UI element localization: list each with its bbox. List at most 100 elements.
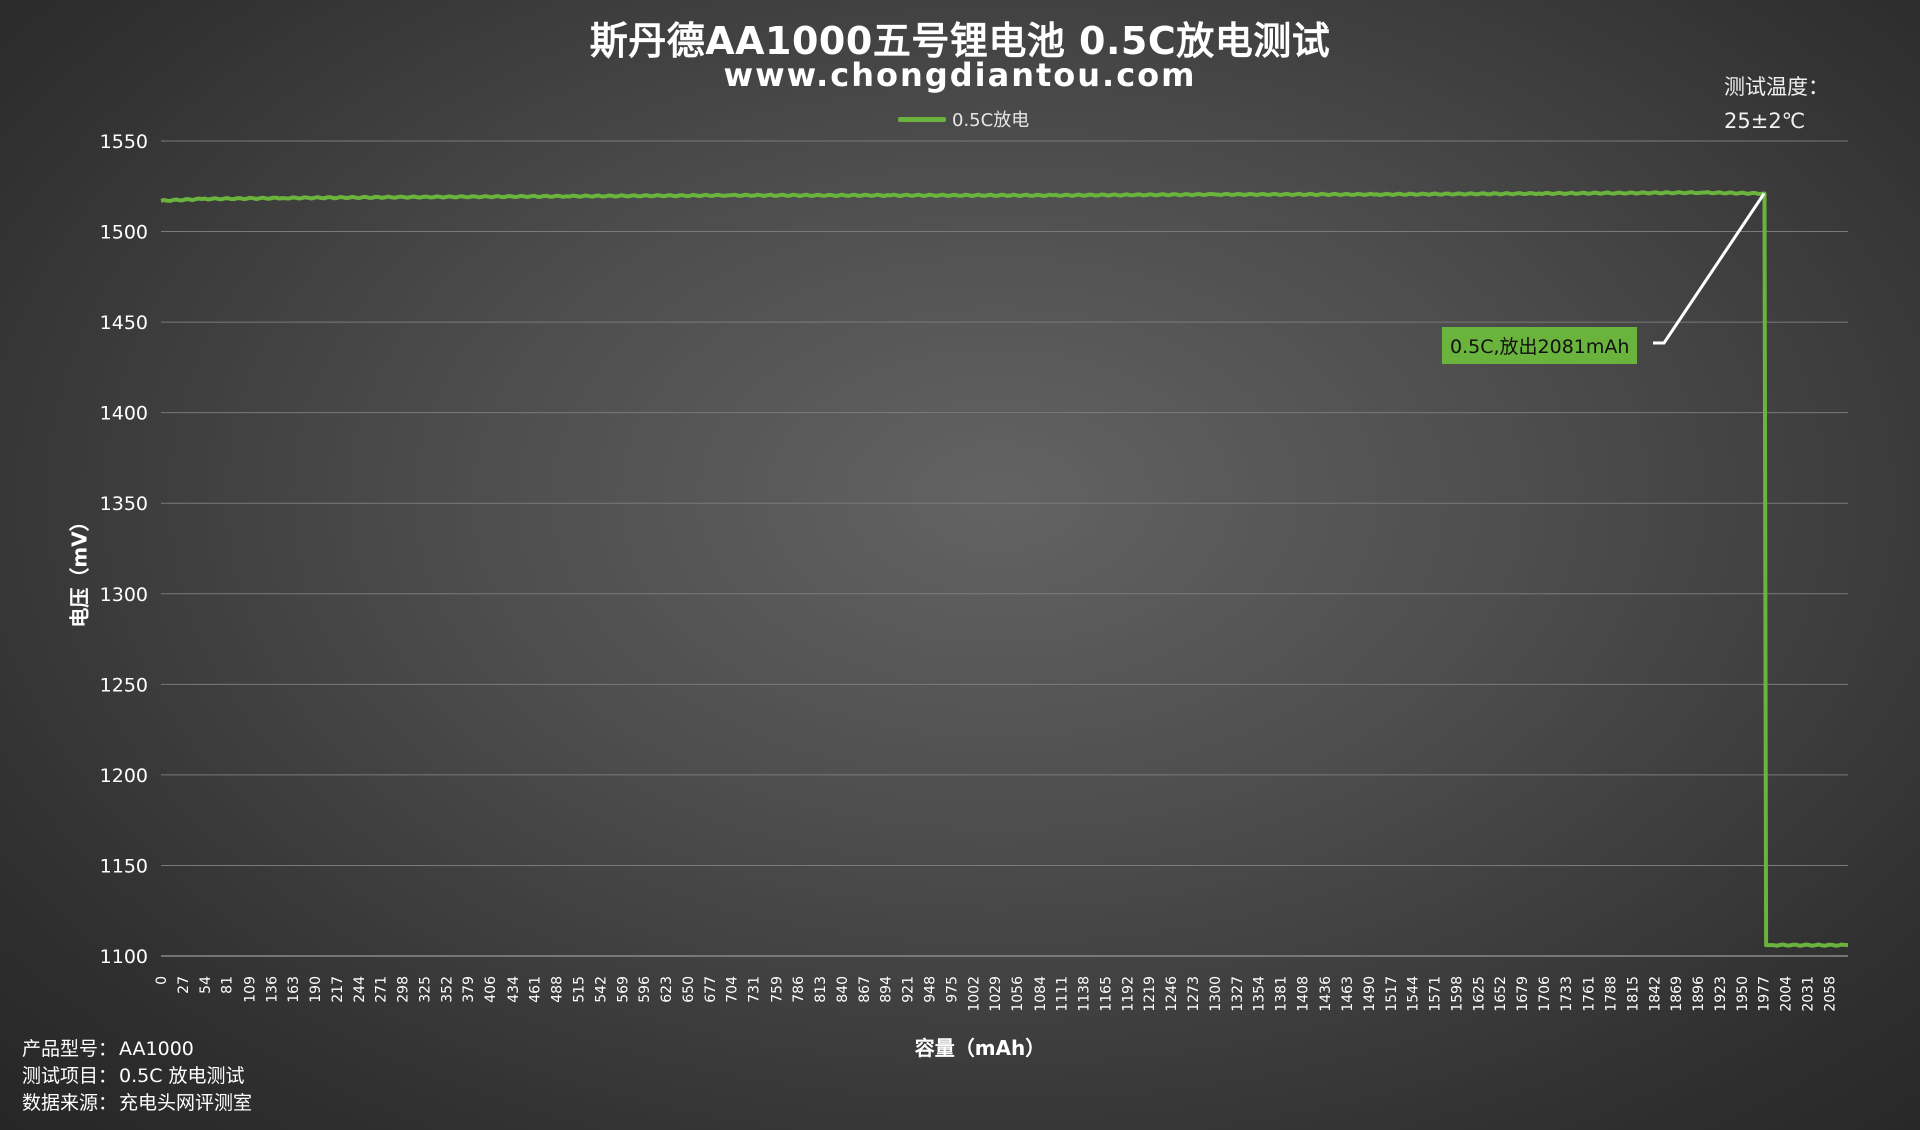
x-tick-label: 217 <box>330 976 346 1003</box>
info-label: 产品型号： <box>22 1038 118 1060</box>
y-axis-label: 电压（mV） <box>67 511 92 628</box>
x-tick-label: 1761 <box>1582 976 1598 1012</box>
x-tick-label: 1165 <box>1098 976 1114 1012</box>
x-tick-label: 1192 <box>1120 976 1136 1012</box>
x-tick-label: 1436 <box>1318 976 1334 1012</box>
x-tick-label: 488 <box>550 976 566 1003</box>
grid-lines <box>161 140 1848 957</box>
info-value: 充电头网评测室 <box>119 1092 253 1114</box>
x-tick-label: 1544 <box>1406 976 1422 1012</box>
x-tick-label: 569 <box>615 976 631 1003</box>
x-tick-label: 406 <box>483 976 499 1003</box>
x-tick-label: 1706 <box>1537 976 1553 1012</box>
x-tick-label: 623 <box>659 976 675 1003</box>
x-tick-label: 759 <box>769 976 785 1003</box>
x-tick-label: 1950 <box>1735 976 1751 1012</box>
x-tick-label: 1652 <box>1493 976 1509 1012</box>
capacity-annotation: 0.5C,放出2081mAh <box>1442 327 1638 364</box>
x-tick-label: 1625 <box>1471 976 1487 1012</box>
y-tick-label: 1350 <box>100 493 148 515</box>
series-line <box>160 190 1849 948</box>
x-tick-label: 27 <box>176 976 192 994</box>
x-tick-label: 1733 <box>1559 976 1575 1012</box>
x-tick-label: 434 <box>506 976 522 1003</box>
x-axis-label: 容量（mAh） <box>914 1036 1046 1060</box>
x-tick-label: 1029 <box>988 976 1004 1012</box>
x-tick-label: 975 <box>944 976 960 1003</box>
x-tick-label: 1923 <box>1713 976 1729 1012</box>
x-tick-label: 136 <box>264 976 280 1003</box>
x-tick-label: 1246 <box>1164 976 1180 1012</box>
y-tick-label: 1250 <box>100 674 148 696</box>
x-tick-label: 352 <box>439 976 455 1003</box>
x-tick-label: 1869 <box>1669 976 1685 1012</box>
x-tick-label: 867 <box>857 976 873 1003</box>
x-tick-label: 515 <box>571 976 587 1003</box>
x-tick-label: 1977 <box>1757 976 1773 1012</box>
x-tick-label: 677 <box>703 976 719 1003</box>
x-tick-label: 379 <box>461 976 477 1003</box>
x-tick-label: 461 <box>528 976 544 1003</box>
x-tick-label: 1381 <box>1274 976 1290 1012</box>
temperature-label: 测试温度： <box>1724 75 1829 99</box>
x-tick-label: 1327 <box>1230 976 1246 1012</box>
x-tick-label: 163 <box>286 976 302 1003</box>
x-tick-label: 1002 <box>966 976 982 1012</box>
series-lines <box>160 190 1849 948</box>
x-tick-label: 813 <box>813 976 829 1003</box>
x-tick-label: 1490 <box>1362 976 1378 1012</box>
x-tick-label: 704 <box>725 976 741 1003</box>
annotation-leader <box>1653 192 1766 345</box>
x-tick-label: 271 <box>374 976 390 1003</box>
x-tick-label: 2004 <box>1779 976 1795 1012</box>
y-tick-label: 1100 <box>100 946 148 968</box>
x-tick-label: 298 <box>396 976 412 1003</box>
legend-swatch <box>898 116 946 122</box>
x-tick-label: 1598 <box>1449 976 1465 1012</box>
x-tick-label: 948 <box>923 976 939 1003</box>
x-tick-label: 596 <box>637 976 653 1003</box>
x-tick-label: 1056 <box>1010 976 1026 1012</box>
x-tick-label: 325 <box>417 976 433 1003</box>
x-tick-label: 1815 <box>1625 976 1641 1012</box>
x-tick-label: 190 <box>308 976 324 1003</box>
info-row-test: 测试项目： 0.5C 放电测试 <box>22 1063 252 1090</box>
y-tick-label: 1500 <box>100 222 148 244</box>
x-tick-label: 650 <box>681 976 697 1003</box>
info-value: 0.5C 放电测试 <box>119 1065 245 1087</box>
x-tick-label: 1138 <box>1077 976 1093 1012</box>
info-row-source: 数据来源： 充电头网评测室 <box>22 1090 252 1117</box>
x-tick-label: 921 <box>901 976 917 1003</box>
x-tick-label: 1084 <box>1033 976 1049 1012</box>
info-label: 数据来源： <box>22 1092 118 1114</box>
x-tick-label: 2058 <box>1822 976 1838 1012</box>
y-tick-labels: 1100 1150 1200 1250 1300 1350 1400 1450 1500 1550 <box>100 131 148 968</box>
x-tick-label: 1571 <box>1428 976 1444 1012</box>
x-tick-label: 1219 <box>1142 976 1158 1012</box>
temperature-value: 25±2℃ <box>1724 109 1806 133</box>
x-tick-label: 109 <box>242 976 258 1003</box>
x-tick-label: 1354 <box>1252 976 1268 1012</box>
x-tick-label: 786 <box>791 976 807 1003</box>
legend-label: 0.5C放电 <box>952 110 1030 131</box>
y-tick-label: 1200 <box>100 765 148 787</box>
x-tick-label: 894 <box>879 976 895 1003</box>
x-tick-label: 1517 <box>1384 976 1400 1012</box>
x-tick-label: 731 <box>747 976 763 1003</box>
x-tick-label: 0 <box>154 976 170 985</box>
x-tick-label: 1679 <box>1515 976 1531 1012</box>
y-tick-label: 1550 <box>100 131 148 153</box>
x-tick-label: 542 <box>593 976 609 1003</box>
chart-title: 斯丹德AA1000五号锂电池 0.5C放电测试 <box>589 19 1331 63</box>
x-tick-label: 244 <box>352 976 368 1003</box>
x-tick-label: 2031 <box>1800 976 1816 1012</box>
y-tick-label: 1450 <box>100 312 148 334</box>
x-tick-label: 54 <box>198 976 214 994</box>
x-tick-label: 1463 <box>1340 976 1356 1012</box>
x-tick-label: 1842 <box>1647 976 1663 1012</box>
x-tick-label: 840 <box>835 976 851 1003</box>
x-tick-label: 1111 <box>1055 976 1071 1012</box>
info-row-model: 产品型号： AA1000 <box>22 1036 252 1063</box>
x-tick-label: 1896 <box>1691 976 1707 1012</box>
